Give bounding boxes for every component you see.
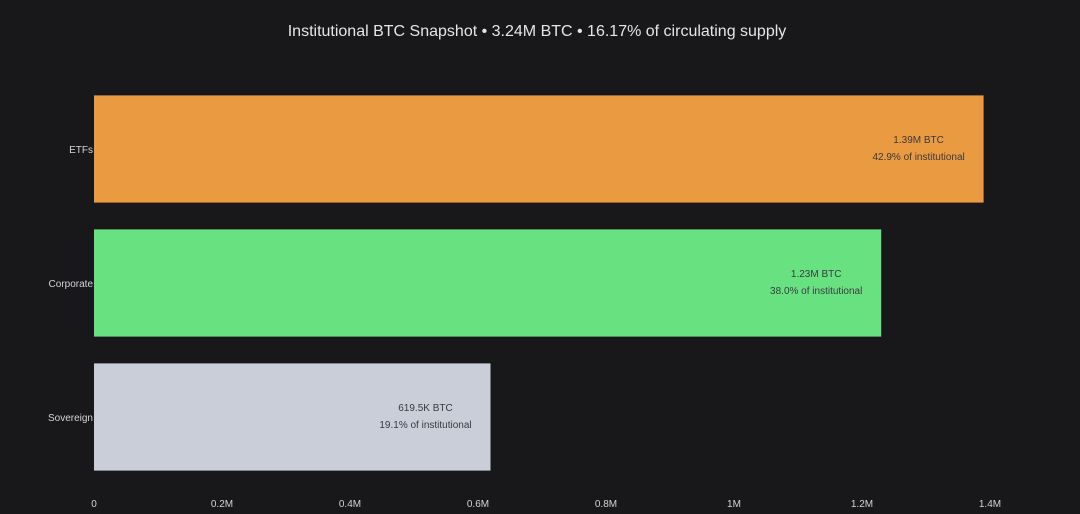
category-labels-layer: ETFs Corporate Sovereign	[48, 145, 93, 424]
value-label-sovereign: 619.5K BTC	[398, 403, 452, 414]
data-labels-layer: 1.39M BTC 42.9% of institutional 1.23M BTC…	[379, 135, 964, 431]
bars-layer	[94, 95, 984, 471]
x-tick-label: 1.4M	[979, 499, 1001, 510]
bar-sovereign	[94, 363, 491, 471]
category-label-etfs: ETFs	[69, 145, 93, 156]
bar-corporate	[94, 229, 882, 337]
category-label-corporate: Corporate	[49, 279, 94, 290]
x-tick-label: 0.4M	[339, 499, 361, 510]
share-label-sovereign: 19.1% of institutional	[379, 420, 471, 431]
x-tick-label: 1M	[727, 499, 741, 510]
x-axis-ticks: 0 0.2M 0.4M 0.6M 0.8M 1M 1.2M 1.4M	[91, 499, 1001, 510]
x-tick-label: 0.8M	[595, 499, 617, 510]
category-label-sovereign: Sovereign	[48, 413, 93, 424]
value-label-etfs: 1.39M BTC	[893, 135, 944, 146]
x-tick-label: 1.2M	[851, 499, 873, 510]
share-label-etfs: 42.9% of institutional	[872, 152, 964, 163]
chart-title: Institutional BTC Snapshot • 3.24M BTC •…	[288, 23, 787, 40]
x-tick-label: 0	[91, 499, 97, 510]
value-label-corporate: 1.23M BTC	[791, 269, 842, 280]
x-tick-label: 0.2M	[211, 499, 233, 510]
bar-etfs	[94, 95, 984, 203]
share-label-corporate: 38.0% of institutional	[770, 286, 862, 297]
x-tick-label: 0.6M	[467, 499, 489, 510]
